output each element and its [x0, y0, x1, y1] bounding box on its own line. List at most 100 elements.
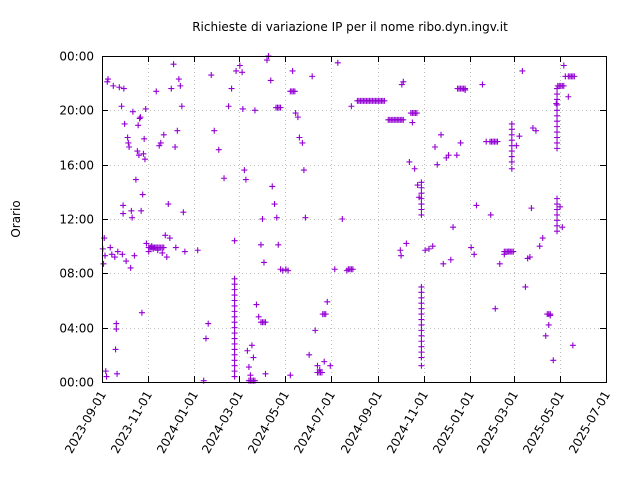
x-tick-label: 2024-07-01 — [291, 389, 338, 456]
data-point — [231, 275, 238, 282]
data-point — [231, 340, 238, 347]
data-point — [473, 202, 480, 209]
data-point — [124, 134, 131, 141]
data-point — [231, 286, 238, 293]
y-tick-label: 08:00 — [59, 267, 94, 281]
data-point — [536, 243, 543, 250]
data-point — [453, 152, 460, 159]
data-point — [414, 182, 421, 189]
data-point — [294, 114, 301, 121]
data-point — [554, 118, 561, 125]
data-point — [554, 123, 561, 130]
data-point — [508, 158, 515, 165]
data-point — [140, 150, 147, 157]
data-point — [312, 327, 319, 334]
data-point — [554, 195, 561, 202]
data-points — [99, 53, 578, 384]
y-axis-label: Orario — [9, 200, 23, 237]
data-point — [522, 283, 529, 290]
data-point — [118, 103, 125, 110]
data-point — [542, 332, 549, 339]
data-point — [231, 319, 238, 326]
data-point — [174, 127, 181, 134]
data-point — [233, 67, 240, 74]
data-point — [172, 244, 179, 251]
x-tick-label: 2025-03-01 — [474, 389, 521, 456]
data-point — [508, 165, 515, 172]
data-point — [440, 260, 447, 267]
data-point — [215, 146, 222, 153]
y-tick-label: 16:00 — [59, 159, 94, 173]
data-point — [479, 81, 486, 88]
data-point — [508, 142, 515, 149]
data-point — [322, 311, 329, 318]
data-point — [129, 214, 136, 221]
x-tick-label: 2025-07-01 — [566, 389, 613, 456]
data-point — [409, 119, 416, 126]
data-point — [554, 112, 561, 119]
data-point — [141, 156, 148, 163]
data-point — [132, 176, 139, 183]
data-point — [291, 88, 298, 95]
data-point — [208, 72, 215, 79]
data-point — [245, 364, 252, 371]
data-point — [275, 241, 282, 248]
data-point — [107, 244, 114, 251]
data-point — [285, 267, 292, 274]
data-point — [348, 103, 355, 110]
axis-ticks — [102, 56, 607, 383]
data-point — [262, 370, 269, 377]
data-point — [425, 245, 432, 252]
data-point — [418, 316, 425, 323]
x-tick-label: 2025-01-01 — [430, 389, 477, 456]
data-point — [181, 248, 188, 255]
data-point — [299, 139, 306, 146]
data-point — [102, 252, 109, 259]
data-point — [177, 82, 184, 89]
data-point — [129, 108, 136, 115]
data-point — [141, 135, 148, 142]
data-point — [231, 292, 238, 299]
x-tick-label: 2023-11-01 — [108, 389, 155, 456]
data-point — [119, 251, 126, 258]
data-point — [560, 82, 567, 89]
data-point — [110, 82, 117, 89]
data-point — [231, 324, 238, 331]
data-point — [418, 362, 425, 369]
data-point — [554, 228, 561, 235]
data-point — [445, 152, 452, 159]
data-point — [516, 133, 523, 140]
data-point — [239, 69, 246, 76]
data-point — [108, 251, 115, 258]
data-point — [450, 224, 457, 231]
data-point — [559, 224, 566, 231]
data-point — [255, 313, 262, 320]
data-point — [135, 152, 142, 159]
data-point — [539, 235, 546, 242]
x-tick-label: 2024-03-01 — [199, 389, 246, 456]
data-point — [306, 351, 313, 358]
data-point — [508, 153, 515, 160]
data-point — [180, 209, 187, 216]
data-point — [418, 283, 425, 290]
data-point — [137, 114, 144, 121]
data-point — [438, 131, 445, 138]
data-point — [239, 105, 246, 112]
data-point — [418, 179, 425, 186]
data-point — [172, 144, 179, 151]
data-point — [231, 351, 238, 358]
data-point — [136, 115, 143, 122]
data-point — [565, 93, 572, 100]
data-point — [318, 369, 325, 376]
data-point — [159, 249, 166, 256]
data-point — [418, 211, 425, 218]
data-point — [418, 294, 425, 301]
data-point — [120, 85, 127, 92]
data-point — [135, 122, 142, 129]
data-point — [113, 320, 120, 327]
data-point — [403, 240, 410, 247]
data-point — [545, 321, 552, 328]
data-point — [462, 85, 469, 92]
data-point — [231, 308, 238, 315]
